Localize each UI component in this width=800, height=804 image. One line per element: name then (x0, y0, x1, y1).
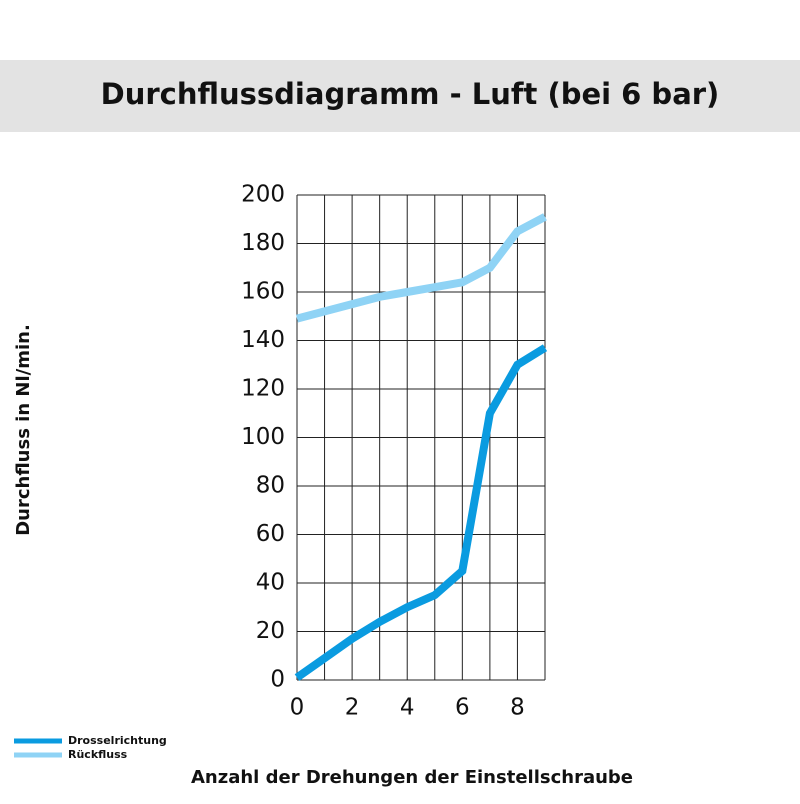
line-series (294, 344, 548, 681)
y-tick-label: 0 (270, 667, 285, 693)
legend-label: Rückfluss (68, 748, 128, 761)
title-band (0, 60, 800, 132)
x-tick-label: 4 (400, 695, 415, 721)
x-tick-label: 8 (510, 695, 525, 721)
x-axis-label: Anzahl der Drehungen der Einstellschraub… (191, 767, 633, 788)
y-tick-label: 200 (241, 182, 285, 208)
y-tick-label: 120 (241, 376, 285, 402)
y-tick-label: 180 (241, 230, 285, 256)
y-tick-label: 80 (256, 473, 285, 499)
y-axis-label: Durchfluss in Nl/min. (13, 324, 34, 536)
y-tick-label: 140 (241, 327, 285, 353)
x-tick-label: 6 (455, 695, 470, 721)
line-series (295, 213, 547, 323)
y-tick-label: 20 (256, 618, 285, 644)
chart-title: Durchflussdiagramm - Luft (bei 6 bar) (101, 77, 720, 111)
y-tick-label: 160 (241, 279, 285, 305)
y-tick-label: 100 (241, 424, 285, 450)
y-tick-label: 60 (256, 521, 285, 547)
x-tick-label: 2 (345, 695, 360, 721)
legend-label: Drosselrichtung (68, 734, 167, 747)
x-tick-label: 0 (290, 695, 305, 721)
y-tick-label: 40 (256, 570, 285, 596)
